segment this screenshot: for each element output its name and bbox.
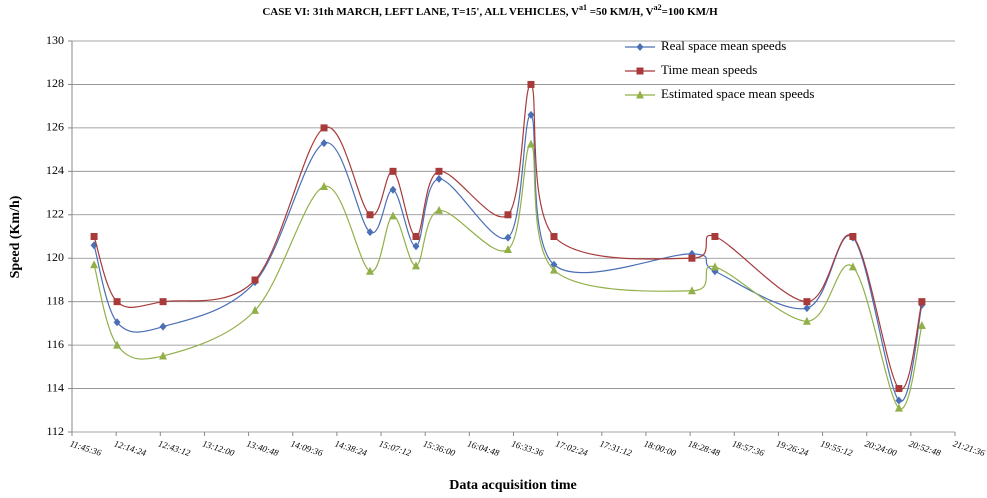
marker [113,298,121,306]
legend-label: Real space mean speeds [661,38,786,53]
title-sup: a1 [579,3,587,12]
x-tick-label: 17:31:12 [599,438,634,458]
marker [159,351,168,360]
marker [366,228,374,237]
marker [159,322,167,331]
x-tick-label: 18:28:48 [687,438,722,458]
marker [526,139,535,148]
x-tick-label: 13:40:48 [245,438,280,458]
marker [711,233,719,240]
y-tick-label: 116 [46,337,64,351]
y-tick-label: 130 [46,33,64,47]
x-tick-label: 11:45:36 [69,438,103,458]
marker [504,233,512,242]
marker [503,245,512,254]
marker [389,167,397,175]
marker [688,254,696,262]
y-tick-label: 128 [46,76,64,90]
marker [710,262,719,271]
marker [90,260,99,269]
marker [389,185,397,194]
marker [895,396,903,405]
marker [113,340,122,349]
x-tick-label: 20:52:48 [908,438,943,458]
x-tick-label: 18:00:00 [643,438,678,458]
x-tick-label: 15:07:12 [378,438,413,458]
marker [434,205,443,214]
x-tick-label: 14:38:24 [334,438,369,458]
x-tick-label: 17:02:24 [554,438,589,458]
title-part: =100 KM/H [662,6,719,18]
marker [251,305,260,314]
marker [412,233,420,240]
y-tick-label: 124 [46,163,64,177]
y-axis-title: Speed (Km/h) [8,195,23,278]
x-tick-label: 20:24:00 [863,438,898,458]
x-tick-label: 13:12:00 [201,438,236,458]
x-tick-label: 15:36:00 [422,438,457,458]
y-tick-label: 112 [46,424,64,438]
title-part: =50 KM/H, V [587,6,654,18]
chart-title: CASE VI: 31th MARCH, LEFT LANE, T=15', A… [262,3,718,18]
x-tick-label: 16:04:48 [466,438,501,458]
marker [366,266,375,275]
x-axis-title: Data acquisition time [449,478,577,493]
marker [435,167,443,175]
legend-marker [636,43,644,51]
marker [320,139,328,148]
marker [320,124,328,132]
marker [527,110,535,119]
x-tick-label: 16:33:36 [510,438,545,458]
marker [918,298,926,306]
marker [917,321,926,330]
marker [803,304,811,313]
marker [113,318,121,327]
marker [549,265,558,274]
marker [90,233,98,240]
legend-label: Time mean speeds [661,62,757,77]
title-part: CASE VI: 31th MARCH, LEFT LANE, T=15', A… [262,6,579,18]
marker [159,298,167,306]
x-tick-label: 21:21:36 [952,438,987,458]
x-tick-label: 14:09:36 [289,438,324,458]
y-tick-label: 114 [46,380,64,394]
marker [802,316,811,325]
y-tick-label: 120 [46,250,64,264]
legend-marker [636,67,644,75]
y-tick-label: 122 [46,207,64,221]
marker [894,403,903,412]
marker [527,80,535,88]
marker [251,276,259,284]
x-tick-label: 12:14:24 [113,438,148,458]
marker [848,262,857,271]
marker [412,261,421,270]
marker [550,233,558,240]
legend-label: Estimated space mean speeds [661,86,814,101]
marker [320,182,329,191]
series-line [93,143,923,410]
marker [366,211,374,219]
legend-marker [636,90,644,99]
marker [435,174,443,183]
marker [895,385,903,393]
marker [389,211,398,220]
marker [687,286,696,295]
x-tick-label: 19:26:24 [775,438,810,458]
x-tick-label: 12:43:12 [157,438,192,458]
marker [803,298,811,306]
marker [849,233,857,240]
y-tick-label: 126 [46,120,64,134]
y-tick-label: 118 [46,293,64,307]
marker [504,211,512,219]
marker [412,242,420,251]
marker [550,260,558,269]
x-tick-label: 19:55:12 [819,438,854,458]
x-tick-label: 18:57:36 [731,438,766,458]
title-sup: a2 [654,3,662,12]
